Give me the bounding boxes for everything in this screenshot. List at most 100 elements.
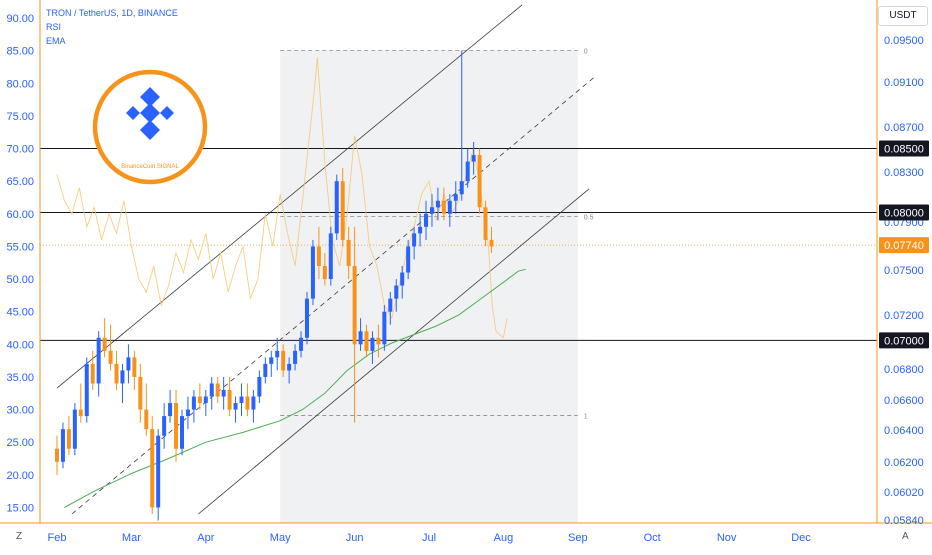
candle-body[interactable] [257,376,262,397]
candle-body[interactable] [269,357,274,364]
candle-body[interactable] [412,233,417,247]
candle-body[interactable] [168,403,173,417]
candle-body[interactable] [352,266,357,345]
candle-body[interactable] [453,194,458,201]
candle-body[interactable] [84,363,89,417]
price-axis-tick: 0.06600 [884,395,924,407]
candle-body[interactable] [102,337,107,351]
candle-body[interactable] [96,337,101,384]
fib-shaded-area [280,50,578,523]
candle-body[interactable] [185,409,190,417]
channel-line[interactable] [56,4,523,389]
candle-body[interactable] [447,200,452,214]
candle-body[interactable] [477,155,482,208]
price-axis-tick: 0.09100 [884,77,924,89]
candle-body[interactable] [227,390,232,410]
candle-body[interactable] [322,266,327,280]
x-axis-tick: Feb [48,532,67,544]
candle-body[interactable] [108,350,113,364]
candle-body[interactable] [191,396,196,410]
candles[interactable] [55,50,494,521]
candle-body[interactable] [465,161,470,182]
candle-body[interactable] [358,331,363,345]
candle-body[interactable] [435,200,440,208]
candle-body[interactable] [418,226,423,234]
candle-body[interactable] [328,233,333,280]
candle-body[interactable] [209,383,214,397]
price-axis-tick: 0.09500 [884,35,924,47]
candle-body[interactable] [144,409,149,430]
candle-body[interactable] [138,376,143,410]
candle-body[interactable] [221,390,226,397]
candle-body[interactable] [489,239,494,247]
candle-body[interactable] [370,337,375,351]
candle-body[interactable] [400,272,405,286]
candle-body[interactable] [424,213,429,227]
price-axis-tick: 0.06200 [884,457,924,469]
ema-line [64,268,526,508]
candle-body[interactable] [72,409,77,449]
candle-body[interactable] [310,246,315,299]
candle-body[interactable] [90,363,95,384]
candle-body[interactable] [441,200,446,214]
candle-body[interactable] [239,396,244,404]
candle-body[interactable] [215,383,220,397]
trend-channel[interactable] [56,4,597,515]
candle-body[interactable] [132,357,137,377]
candle-body[interactable] [114,363,119,384]
candle-body[interactable] [162,416,167,436]
candle-body[interactable] [334,181,339,234]
candle-body[interactable] [245,396,250,410]
level-price-text: 0.08000 [884,207,924,219]
candle-body[interactable] [60,429,65,462]
rsi-axis-tick: 70.00 [6,144,34,156]
candle-body[interactable] [120,370,125,384]
candle-body[interactable] [287,363,292,371]
channel-line[interactable] [71,75,597,515]
candle-body[interactable] [156,435,161,508]
rsi-axis-tick: 55.00 [6,241,34,253]
candle-body[interactable] [275,350,280,358]
candle-body[interactable] [233,403,238,410]
indicator-rsi-label[interactable]: RSI [46,22,62,32]
candle-body[interactable] [382,311,387,345]
candle-body[interactable] [66,429,71,449]
candle-body[interactable] [299,337,304,351]
candle-body[interactable] [459,181,464,195]
candle-body[interactable] [150,429,155,508]
candle-body[interactable] [364,331,369,351]
candle-body[interactable] [126,357,131,371]
candle-body[interactable] [316,246,321,266]
candle-body[interactable] [429,207,434,214]
candle-body[interactable] [376,337,381,345]
candle-body[interactable] [483,207,488,240]
candle-body[interactable] [388,298,393,312]
candle-body[interactable] [406,246,411,273]
candle-body[interactable] [263,363,268,377]
candle-body[interactable] [281,350,286,371]
candle-body[interactable] [346,239,351,266]
candle-body[interactable] [179,416,184,449]
currency-unit-button[interactable]: USDT [878,6,928,26]
candle-body[interactable] [394,285,399,299]
channel-line[interactable] [198,188,590,515]
candle-body[interactable] [471,155,476,162]
candle-body[interactable] [197,396,202,404]
indicator-ema-label[interactable]: EMA [46,36,66,46]
candle-body[interactable] [340,181,345,240]
candle-body[interactable] [78,409,83,417]
candle-body[interactable] [304,298,309,338]
candle-body[interactable] [251,396,256,410]
fib-retracement[interactable]: 00.51 [280,49,594,523]
auto-scale-button[interactable]: A [902,531,909,542]
candle-body[interactable] [174,403,179,449]
fib-level-label: 1 [584,413,588,420]
candle-body[interactable] [55,448,59,462]
zoom-reset-button[interactable]: Z [16,531,23,542]
rsi-axis-tick: 45.00 [6,307,34,319]
candle-body[interactable] [293,350,298,364]
price-axis-tick: 0.08700 [884,122,924,134]
candle-body[interactable] [203,396,208,404]
